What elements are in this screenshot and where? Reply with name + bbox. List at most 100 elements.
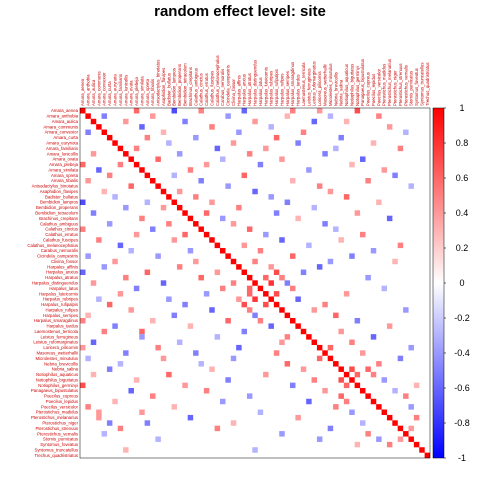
- colorbar-tick-label: 0.6: [456, 173, 469, 183]
- heatmap-cell: [236, 129, 242, 136]
- heatmap-cell: [133, 231, 140, 238]
- colorbar-tick-label: -0.2: [454, 313, 470, 323]
- heatmap-cell: [133, 145, 140, 152]
- heatmap-cell: [193, 134, 199, 141]
- row-label: Notiophilus_aquaticus: [36, 372, 78, 377]
- column-label: Calathus_fuscipes: [209, 71, 214, 106]
- heatmap-cell: [176, 188, 183, 195]
- heatmap-cell: [101, 264, 108, 270]
- column-label: Cicindela_campestris: [226, 65, 231, 106]
- row-label: Harpalus_luteicornis: [39, 291, 78, 296]
- heatmap-cell: [343, 382, 350, 389]
- row-label: Nebria_brevicollis: [44, 361, 78, 366]
- heatmap-cell: [171, 172, 178, 179]
- heatmap-cell: [246, 151, 253, 157]
- column-label: Laemostenus_terricola: [301, 62, 306, 106]
- column-label: Harpalus_latus: [258, 77, 263, 106]
- heatmap-cell: [182, 231, 188, 238]
- heatmap-cell: [236, 296, 242, 302]
- heatmap-cell: [209, 237, 215, 243]
- heatmap-cell: [112, 258, 118, 265]
- heatmap-cell: [408, 404, 414, 410]
- heatmap-cell: [311, 377, 318, 383]
- heatmap-cell: [252, 118, 258, 125]
- heatmap-cell: [214, 242, 221, 249]
- heatmap-cell: [96, 296, 102, 302]
- heatmap-cell: [397, 436, 404, 442]
- heatmap-cell: [187, 414, 194, 421]
- heatmap-cell: [139, 167, 145, 173]
- row-label: Syntomus_foveatus: [40, 442, 78, 447]
- row-label: Bembidion_properans: [36, 205, 78, 210]
- column-label: Anisodactylus_binotatus: [156, 60, 161, 106]
- heatmap-cell: [306, 242, 312, 249]
- heatmap-cell: [408, 344, 414, 351]
- heatmap-cell: [246, 226, 253, 232]
- colorbar-tick-label: 0.8: [456, 138, 469, 148]
- heatmap-cell: [155, 183, 161, 189]
- column-label: Carabus_nemoralis: [220, 69, 225, 106]
- heatmap-cell: [144, 172, 151, 179]
- heatmap-cell: [284, 312, 291, 319]
- row-label: Amara_familiaris: [46, 146, 78, 151]
- heatmap-cell: [193, 194, 199, 200]
- heatmap-cell: [225, 318, 231, 324]
- heatmap-cell: [203, 231, 210, 238]
- heatmap-cell: [101, 188, 108, 195]
- column-label: Harpalus_anxius: [242, 74, 247, 106]
- column-label: Loricera_pilicornis: [317, 71, 322, 106]
- heatmap-cell: [236, 264, 242, 270]
- heatmap-cell: [80, 161, 86, 168]
- heatmap-cell: [403, 431, 409, 437]
- heatmap-cell: [155, 156, 161, 162]
- heatmap-cell: [252, 312, 258, 319]
- heatmap-cell: [360, 350, 366, 356]
- heatmap-cell: [203, 210, 210, 216]
- heatmap-cell: [290, 178, 296, 184]
- heatmap-cell: [230, 140, 237, 146]
- heatmap-cell: [90, 280, 97, 286]
- heatmap-cell: [166, 194, 172, 200]
- heatmap-cell: [392, 258, 398, 265]
- heatmap-cell: [300, 328, 307, 335]
- column-label: Microlestes_minutulus: [328, 63, 333, 106]
- column-label: Panagaeus_bipustulatus: [360, 59, 365, 106]
- heatmap-cell: [327, 355, 334, 362]
- heatmap-cell: [171, 237, 178, 243]
- column-label: Calathus_erratus: [204, 73, 209, 106]
- heatmap-cell: [338, 377, 344, 383]
- row-label: Anisodactylus_binotatus: [32, 184, 78, 189]
- heatmap-cell: [370, 248, 377, 254]
- heatmap-cell: [295, 140, 301, 146]
- heatmap-cell: [236, 204, 242, 211]
- heatmap-cell: [252, 258, 258, 265]
- heatmap-cell: [397, 355, 404, 362]
- heatmap-cell: [90, 118, 97, 125]
- heatmap-cell: [112, 140, 118, 146]
- row-label: Harpalus_rufipalpis: [41, 302, 78, 307]
- heatmap-cell: [133, 377, 140, 383]
- heatmap-cell: [263, 371, 269, 378]
- heatmap-cell: [381, 285, 388, 292]
- row-label: Microlestes_minutulus: [35, 356, 78, 361]
- heatmap-cell: [370, 398, 377, 405]
- heatmap-cell: [252, 447, 258, 453]
- heatmap-cell: [101, 113, 108, 119]
- heatmap-cell: [220, 398, 226, 405]
- heatmap-cell: [316, 344, 323, 351]
- heatmap-cell: [403, 129, 409, 136]
- heatmap-cell: [182, 382, 188, 389]
- heatmap-cell: [101, 431, 108, 437]
- heatmap-cell: [246, 307, 253, 313]
- heatmap-cell: [397, 145, 404, 152]
- column-label: Masoreus_wetterhallii: [323, 64, 328, 106]
- row-label: Harpalus_rufipes: [46, 307, 78, 312]
- column-label: Amara_eurynota: [113, 74, 118, 106]
- column-label: Amara_aenea: [80, 78, 85, 106]
- heatmap-cell: [112, 194, 118, 200]
- row-label: Amara_lunicollis: [47, 151, 78, 156]
- heatmap-cell: [392, 172, 398, 179]
- heatmap-cell: [106, 420, 113, 426]
- colorbar-tick-label: 0.4: [456, 208, 469, 218]
- row-label: Pterostichus_strenuus: [35, 426, 78, 431]
